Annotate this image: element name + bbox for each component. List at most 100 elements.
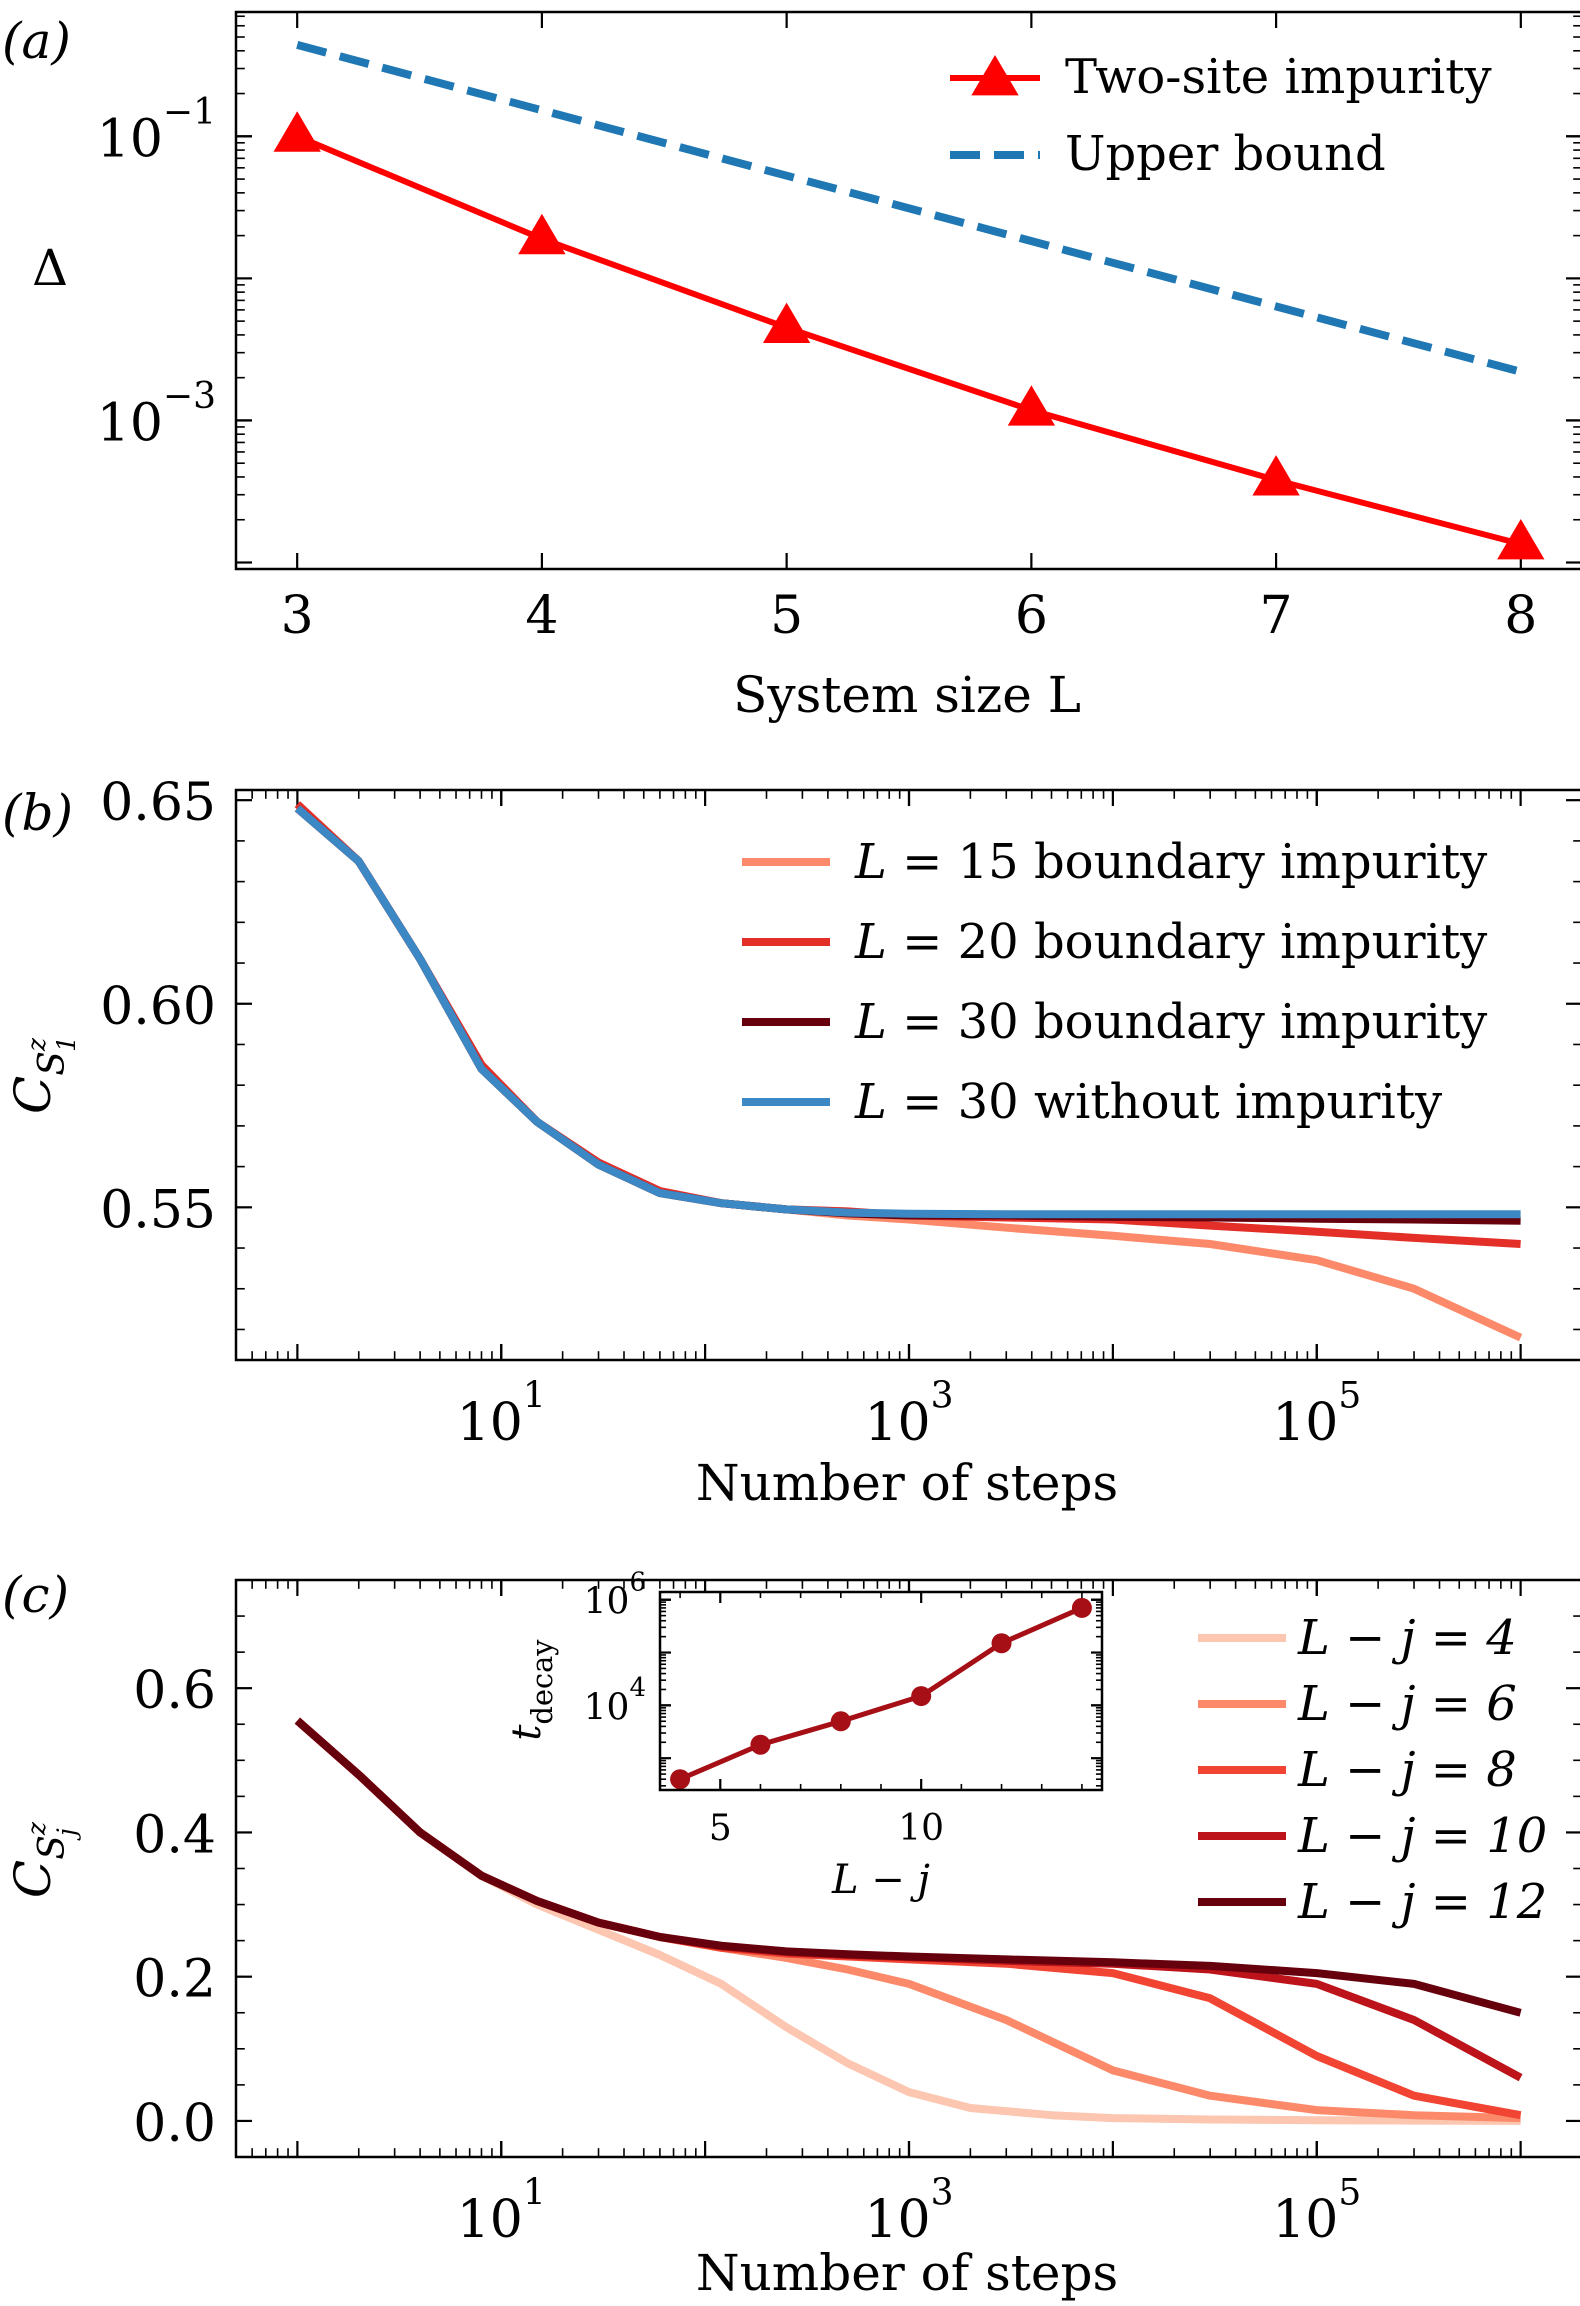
triangle-marker — [273, 111, 321, 152]
inset-series — [670, 1597, 1092, 1790]
legend-label-variable: L — [854, 994, 887, 1050]
y-tick-label: 0.65 — [100, 773, 216, 833]
inset-circle-marker — [1071, 1597, 1092, 1618]
panel-c-ylabel-text-main: C — [4, 1860, 62, 1898]
y-tick-label: 0.6 — [133, 1661, 216, 1721]
legend-label-1: L = 15 boundary impurity — [854, 834, 1487, 890]
panel-c-legend: L − j = 4 L − j = 6 L − j = 8 L − j = 10 L −… — [1198, 1610, 1547, 1930]
legend-label-rest: = 15 boundary impurity — [887, 834, 1487, 890]
x-tick-label: 3 — [281, 586, 314, 646]
panel-a-ylabel: Δ — [32, 239, 68, 297]
legend-label-3: L − j = 8 — [1297, 1742, 1517, 1798]
series-line-5 — [294, 1717, 1522, 2017]
x-tick-label: 7 — [1260, 586, 1293, 646]
y-tick-label: 10−3 — [97, 376, 216, 453]
y-tick-label: 10−1 — [97, 92, 216, 169]
legend-label-two-site-impurity: Two-site impurity — [1065, 49, 1492, 105]
y-tick-label: 0.0 — [133, 2094, 216, 2154]
x-tick-label: 103 — [864, 2173, 953, 2250]
panel-b-ylabel-text-sub: S — [32, 1051, 73, 1076]
legend-label-upper-bound: Upper bound — [1065, 126, 1386, 182]
x-tick-label-exponent: 5 — [1338, 2173, 1361, 2214]
y-tick-label-exponent: 4 — [629, 1673, 646, 1703]
legend-label-4: L − j = 10 — [1297, 1808, 1547, 1864]
panel-b-label: (b) — [2, 784, 73, 842]
x-tick-label-base: 10 — [1272, 2190, 1338, 2250]
x-tick-label: 105 — [1272, 1376, 1361, 1453]
panel-b-series — [294, 801, 1523, 1342]
panel-c-series — [294, 1717, 1523, 2125]
panel-c-ylabel-text: CSzj — [4, 1821, 81, 1898]
y-tick-label: 104 — [584, 1673, 646, 1728]
panel-b-legend: L = 15 boundary impurity L = 20 boundary … — [742, 834, 1487, 1130]
inset-circle-marker — [750, 1734, 771, 1755]
legend-label-variable: L — [854, 914, 887, 970]
panel-c-label: (c) — [2, 1566, 69, 1624]
panel-a-label: (a) — [2, 12, 71, 70]
legend-label-1: L − j = 4 — [1297, 1610, 1517, 1666]
x-tick-label-base: 10 — [457, 1393, 523, 1453]
panel-b-ylabel-text-main: C — [4, 1076, 62, 1114]
panel-a-series — [273, 41, 1545, 560]
panel-b-xlabel: Number of steps — [696, 1454, 1118, 1512]
x-tick-label: 8 — [1504, 586, 1537, 646]
inset-series-line — [679, 1605, 1083, 1782]
inset-circle-marker — [830, 1711, 851, 1732]
legend-label-2: L − j = 6 — [1297, 1676, 1517, 1732]
y-tick-label-base: 10 — [97, 393, 163, 453]
x-tick-label: 6 — [1015, 586, 1048, 646]
x-tick-label-exponent: 1 — [523, 1376, 546, 1417]
series-line-4 — [294, 805, 1521, 1219]
panel-b-ylabel-text: CSz1 — [4, 1036, 81, 1114]
legend-label-rest: = 30 boundary impurity — [887, 994, 1487, 1050]
panel-a-ticks: 3 4 5 6 7 810−110−3 — [97, 12, 1580, 646]
y-tick-label: 0.2 — [133, 1950, 216, 2010]
x-tick-label: 101 — [457, 1376, 546, 1453]
x-tick-label: 101 — [457, 2173, 546, 2250]
panel-c-xlabel: Number of steps — [696, 2244, 1118, 2302]
series-two-site-impurity — [296, 133, 1522, 547]
legend-label-rest: = 30 without impurity — [887, 1074, 1442, 1130]
y-tick-label: 0.60 — [100, 977, 216, 1037]
inset-xlabel: L − j — [831, 1857, 930, 1903]
panel-c-ylabel-text-subsup: z — [22, 1821, 51, 1836]
legend-label-2: L = 20 boundary impurity — [854, 914, 1487, 970]
legend-label-3: L = 30 boundary impurity — [854, 994, 1487, 1050]
x-tick-label: 5 — [770, 586, 803, 646]
inset-ylabel: tdecay — [504, 1639, 559, 1741]
panel-c-frame — [234, 1578, 1580, 2159]
inset-frame — [658, 1590, 1104, 1792]
x-tick-label-base: 10 — [864, 1393, 930, 1453]
y-tick-label-exponent: 6 — [629, 1567, 646, 1597]
triangle-marker — [1252, 455, 1300, 496]
legend-label-5: L − j = 12 — [1297, 1874, 1547, 1930]
triangle-marker — [762, 302, 811, 343]
y-tick-label-base: 10 — [97, 109, 163, 169]
panel-c-ylabel: CSzj — [4, 1821, 81, 1898]
x-tick-label: 105 — [1272, 2173, 1361, 2250]
panel-a: (a) 3 4 5 6 7 810−110−3 System size L Δ Two-s… — [2, 10, 1580, 724]
panel-a-legend: Two-site impurity Upper bound — [950, 49, 1492, 182]
x-tick-label: 4 — [525, 586, 558, 646]
legend-label-variable: L — [854, 834, 887, 890]
panel-a-frame — [234, 10, 1580, 571]
y-tick-label-exponent: −3 — [163, 376, 216, 417]
x-tick-label-base: 10 — [457, 2190, 523, 2250]
y-tick-label-base: 10 — [584, 1687, 630, 1728]
triangle-marker — [518, 213, 566, 255]
y-tick-label-base: 10 — [584, 1582, 630, 1623]
triangle-marker — [1497, 519, 1545, 560]
x-tick-label-base: 10 — [864, 2190, 930, 2250]
panel-c-ylabel-text-sub: S — [32, 1835, 73, 1860]
panel-a-xlabel: System size L — [733, 666, 1081, 724]
legend-marker-two-site-impurity — [971, 55, 1019, 96]
x-tick-label-exponent: 3 — [931, 2173, 954, 2214]
panel-b-frame — [234, 788, 1580, 1362]
